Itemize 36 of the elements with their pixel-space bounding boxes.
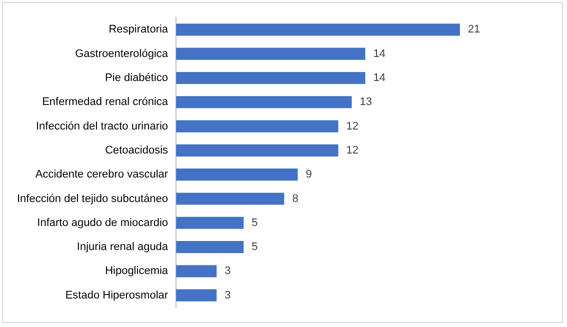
data-label: 13 bbox=[360, 96, 372, 108]
bar bbox=[176, 240, 244, 254]
bar bbox=[176, 192, 284, 205]
data-label: 3 bbox=[224, 265, 231, 278]
bar bbox=[176, 96, 352, 108]
data-label: 5 bbox=[252, 241, 258, 254]
y-tick-label: Enfermedad renal crónica bbox=[42, 96, 169, 108]
data-label: 12 bbox=[346, 120, 359, 132]
data-label: 9 bbox=[306, 168, 312, 181]
y-tick-label: Pie diabético bbox=[105, 72, 168, 84]
y-tick-label: Infección del tejido subcutáneo bbox=[16, 192, 168, 205]
bar bbox=[176, 24, 460, 36]
y-tick-label: Infarto agudo de miocardio bbox=[37, 216, 168, 229]
bar bbox=[176, 120, 338, 132]
y-tick-label: Respiratoria bbox=[108, 24, 169, 36]
y-tick-label: Gastroenterológica bbox=[75, 48, 169, 60]
y-tick-label: Infección del tracto urinario bbox=[36, 120, 168, 132]
bar bbox=[176, 216, 244, 229]
y-tick-label: Hipoglicemia bbox=[105, 265, 169, 278]
y-tick-label: Accidente cerebro vascular bbox=[35, 168, 168, 181]
data-label: 5 bbox=[252, 216, 258, 229]
bar bbox=[176, 168, 298, 181]
data-label: 14 bbox=[373, 48, 386, 60]
data-label: 21 bbox=[468, 24, 480, 36]
data-label: 3 bbox=[224, 289, 231, 302]
bar bbox=[176, 265, 217, 278]
bar bbox=[176, 72, 366, 84]
data-label: 8 bbox=[292, 192, 298, 205]
y-tick-label: Estado Hiperosmolar bbox=[65, 289, 168, 302]
bar bbox=[176, 144, 338, 156]
y-tick-label: Injuria renal aguda bbox=[76, 241, 169, 254]
bar bbox=[176, 289, 217, 302]
bar bbox=[176, 48, 366, 60]
data-label: 12 bbox=[346, 144, 359, 156]
y-tick-label: Cetoacidosis bbox=[105, 144, 169, 156]
data-label: 14 bbox=[373, 72, 386, 84]
